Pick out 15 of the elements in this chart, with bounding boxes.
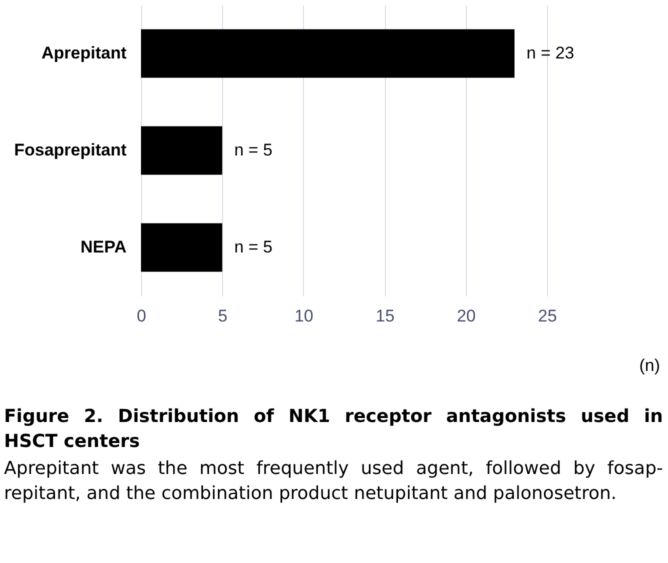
y-tick-label: Aprepitant [42, 44, 127, 62]
x-tick-label: 10 [294, 306, 314, 326]
data-label: n = 23 [526, 44, 574, 62]
text: (n) [639, 356, 660, 376]
data-label: n = 5 [234, 140, 272, 160]
x-tick-label: 5 [218, 306, 228, 326]
x-tick-label: 25 [538, 306, 557, 326]
text: Figure 2. Distribution of NK1 receptor antagonists used in HSCT centers [4, 405, 663, 454]
text: Aprepitant was the most frequently used agent, followed by fosap- repitant, and the combination product netupitant and palonosetron. [4, 457, 663, 506]
y-tick-label: Fosaprepitant [14, 140, 127, 160]
y-tick-label: NEPA [80, 238, 126, 256]
x-tick-label: 15 [376, 306, 395, 326]
x-tick-label: 20 [456, 306, 476, 326]
data-label: n = 5 [234, 238, 272, 256]
x-tick-label: 0 [136, 306, 146, 326]
